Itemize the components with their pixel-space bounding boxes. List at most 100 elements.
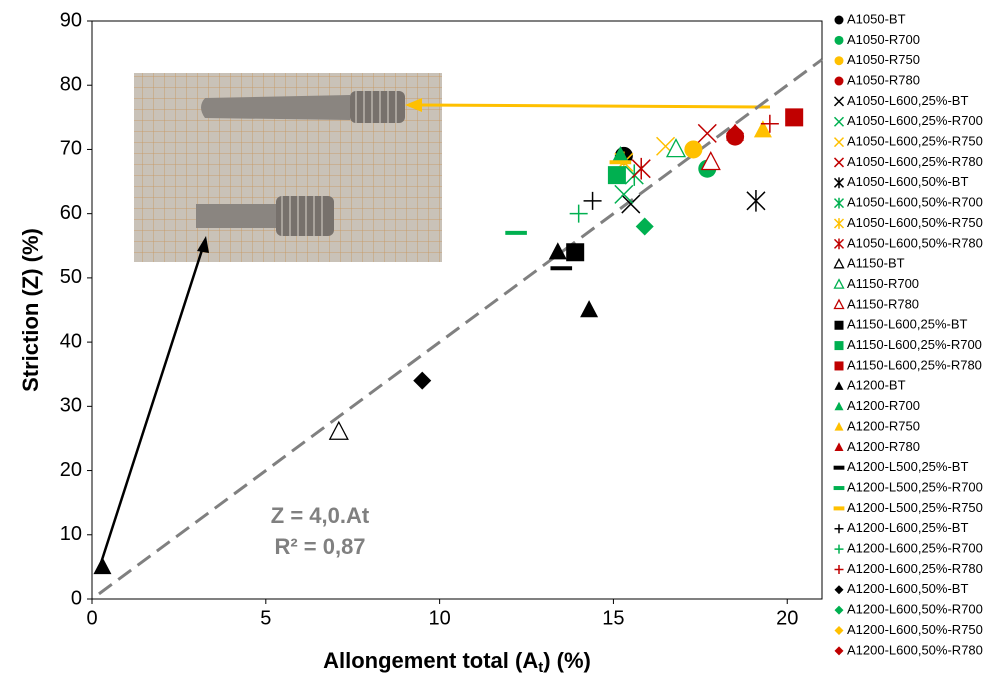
y-tick-label: 70 [60,138,82,160]
legend-marker [833,506,845,511]
legend-label: A1150-BT [847,256,905,271]
x-tick-label: 10 [428,607,450,629]
inset-photo [134,73,442,262]
legend-marker [833,257,845,269]
point [611,145,630,164]
legend-label: A1150-R700 [847,276,919,291]
point [93,556,112,575]
legend-marker [834,422,844,431]
legend-label: A1150-L600,25%-R780 [847,357,982,372]
legend-label: A1200-BT [847,378,906,393]
point [726,124,745,143]
point [328,420,349,440]
r-squared: R² = 0,87 [274,534,365,559]
legend-label: A1200-L500,25%-R750 [847,500,983,515]
legend-marker [833,465,845,470]
legend-marker [833,298,845,310]
legend-label: A1050-L600,25%-BT [847,93,968,108]
legend-marker [833,486,845,491]
legend-label: A1200-R750 [847,418,920,433]
legend-marker [834,56,844,66]
y-tick-label: 0 [71,587,82,609]
x-tick-label: 20 [776,607,798,629]
y-axis-label: Striction (Z) (%) [18,228,43,392]
legend-label: A1050-BT [847,11,906,26]
legend-marker [834,341,844,351]
legend-label: A1050-L600,50%-R750 [847,215,983,230]
legend-label: A1050-L600,50%-BT [847,174,968,189]
point [746,190,766,212]
legend-label: A1200-R780 [847,439,920,454]
x-axis-label-part: Allongement total (A [323,648,538,673]
arrows [98,98,771,567]
legend-label: A1150-L600,25%-R700 [847,337,982,352]
legend-label: A1050-R750 [847,52,920,67]
legend-marker [833,157,845,168]
point [569,204,588,223]
point [631,157,651,180]
y-tick-label: 30 [60,395,82,417]
legend-marker [834,320,844,330]
x-axis-label-sub: t [538,659,543,676]
y-tick-label: 80 [60,74,82,96]
y-tick-label: 60 [60,202,82,224]
legend-label: A1200-L600,50%-R700 [847,602,983,617]
legend-marker [833,96,845,107]
legend-marker [834,626,844,635]
legend-label: A1050-L600,50%-R780 [847,235,983,250]
legend-label: A1200-L600,50%-BT [847,581,968,596]
legend-marker [834,544,844,554]
legend-label: A1200-L500,25%-BT [847,459,968,474]
y-tick-label: 10 [60,523,82,545]
legend-marker [834,524,844,534]
legend-marker [833,137,845,148]
legend-label: A1150-L600,25%-BT [847,317,968,332]
point [609,160,632,165]
legend-label: A1200-L500,25%-R700 [847,479,983,494]
legend-label: A1200-L600,25%-R780 [847,561,983,576]
legend-marker [833,116,845,127]
point [665,138,687,158]
legend-label: A1050-R780 [847,72,920,87]
point [548,242,567,260]
point [614,184,634,204]
point [635,217,654,236]
legend-label: A1050-L600,50%-R700 [847,195,983,210]
legend-marker [834,605,844,615]
point [753,120,772,138]
legend-label: A1050-L600,25%-R750 [847,134,983,149]
legend-marker [834,646,844,656]
x-axis-label: Allongement total (At) (%) [323,648,591,676]
y-tick-label: 50 [60,266,82,288]
legend-label: A1050-R700 [847,32,920,47]
legend-marker [834,564,844,574]
legend-marker [834,381,844,390]
x-axis-label-part: ) (%) [543,648,591,673]
y-tick-label: 90 [60,9,82,31]
y-tick-label: 40 [60,330,82,352]
legend-label: A1050-L600,25%-R780 [847,154,983,169]
legend-marker [834,15,844,25]
legend-marker [834,442,844,451]
legend-marker [833,177,845,189]
point [697,123,717,143]
x-tick-label: 15 [602,607,624,629]
point [550,266,573,271]
legend-label: A1200-L600,50%-R750 [847,622,983,637]
legend-label: A1200-L600,25%-R700 [847,541,983,556]
legend-marker [834,361,844,371]
point [583,191,602,210]
equation: Z = 4,0.At [271,503,370,528]
y-tick-label: 20 [60,459,82,481]
point [566,243,585,262]
point [413,371,432,390]
point [505,230,527,235]
legend-marker [834,35,844,45]
legend-marker [834,401,844,411]
point [607,166,626,185]
point [700,150,721,171]
legend-marker [833,218,845,229]
legend-marker [834,76,844,86]
point [621,194,641,214]
point [684,140,703,159]
